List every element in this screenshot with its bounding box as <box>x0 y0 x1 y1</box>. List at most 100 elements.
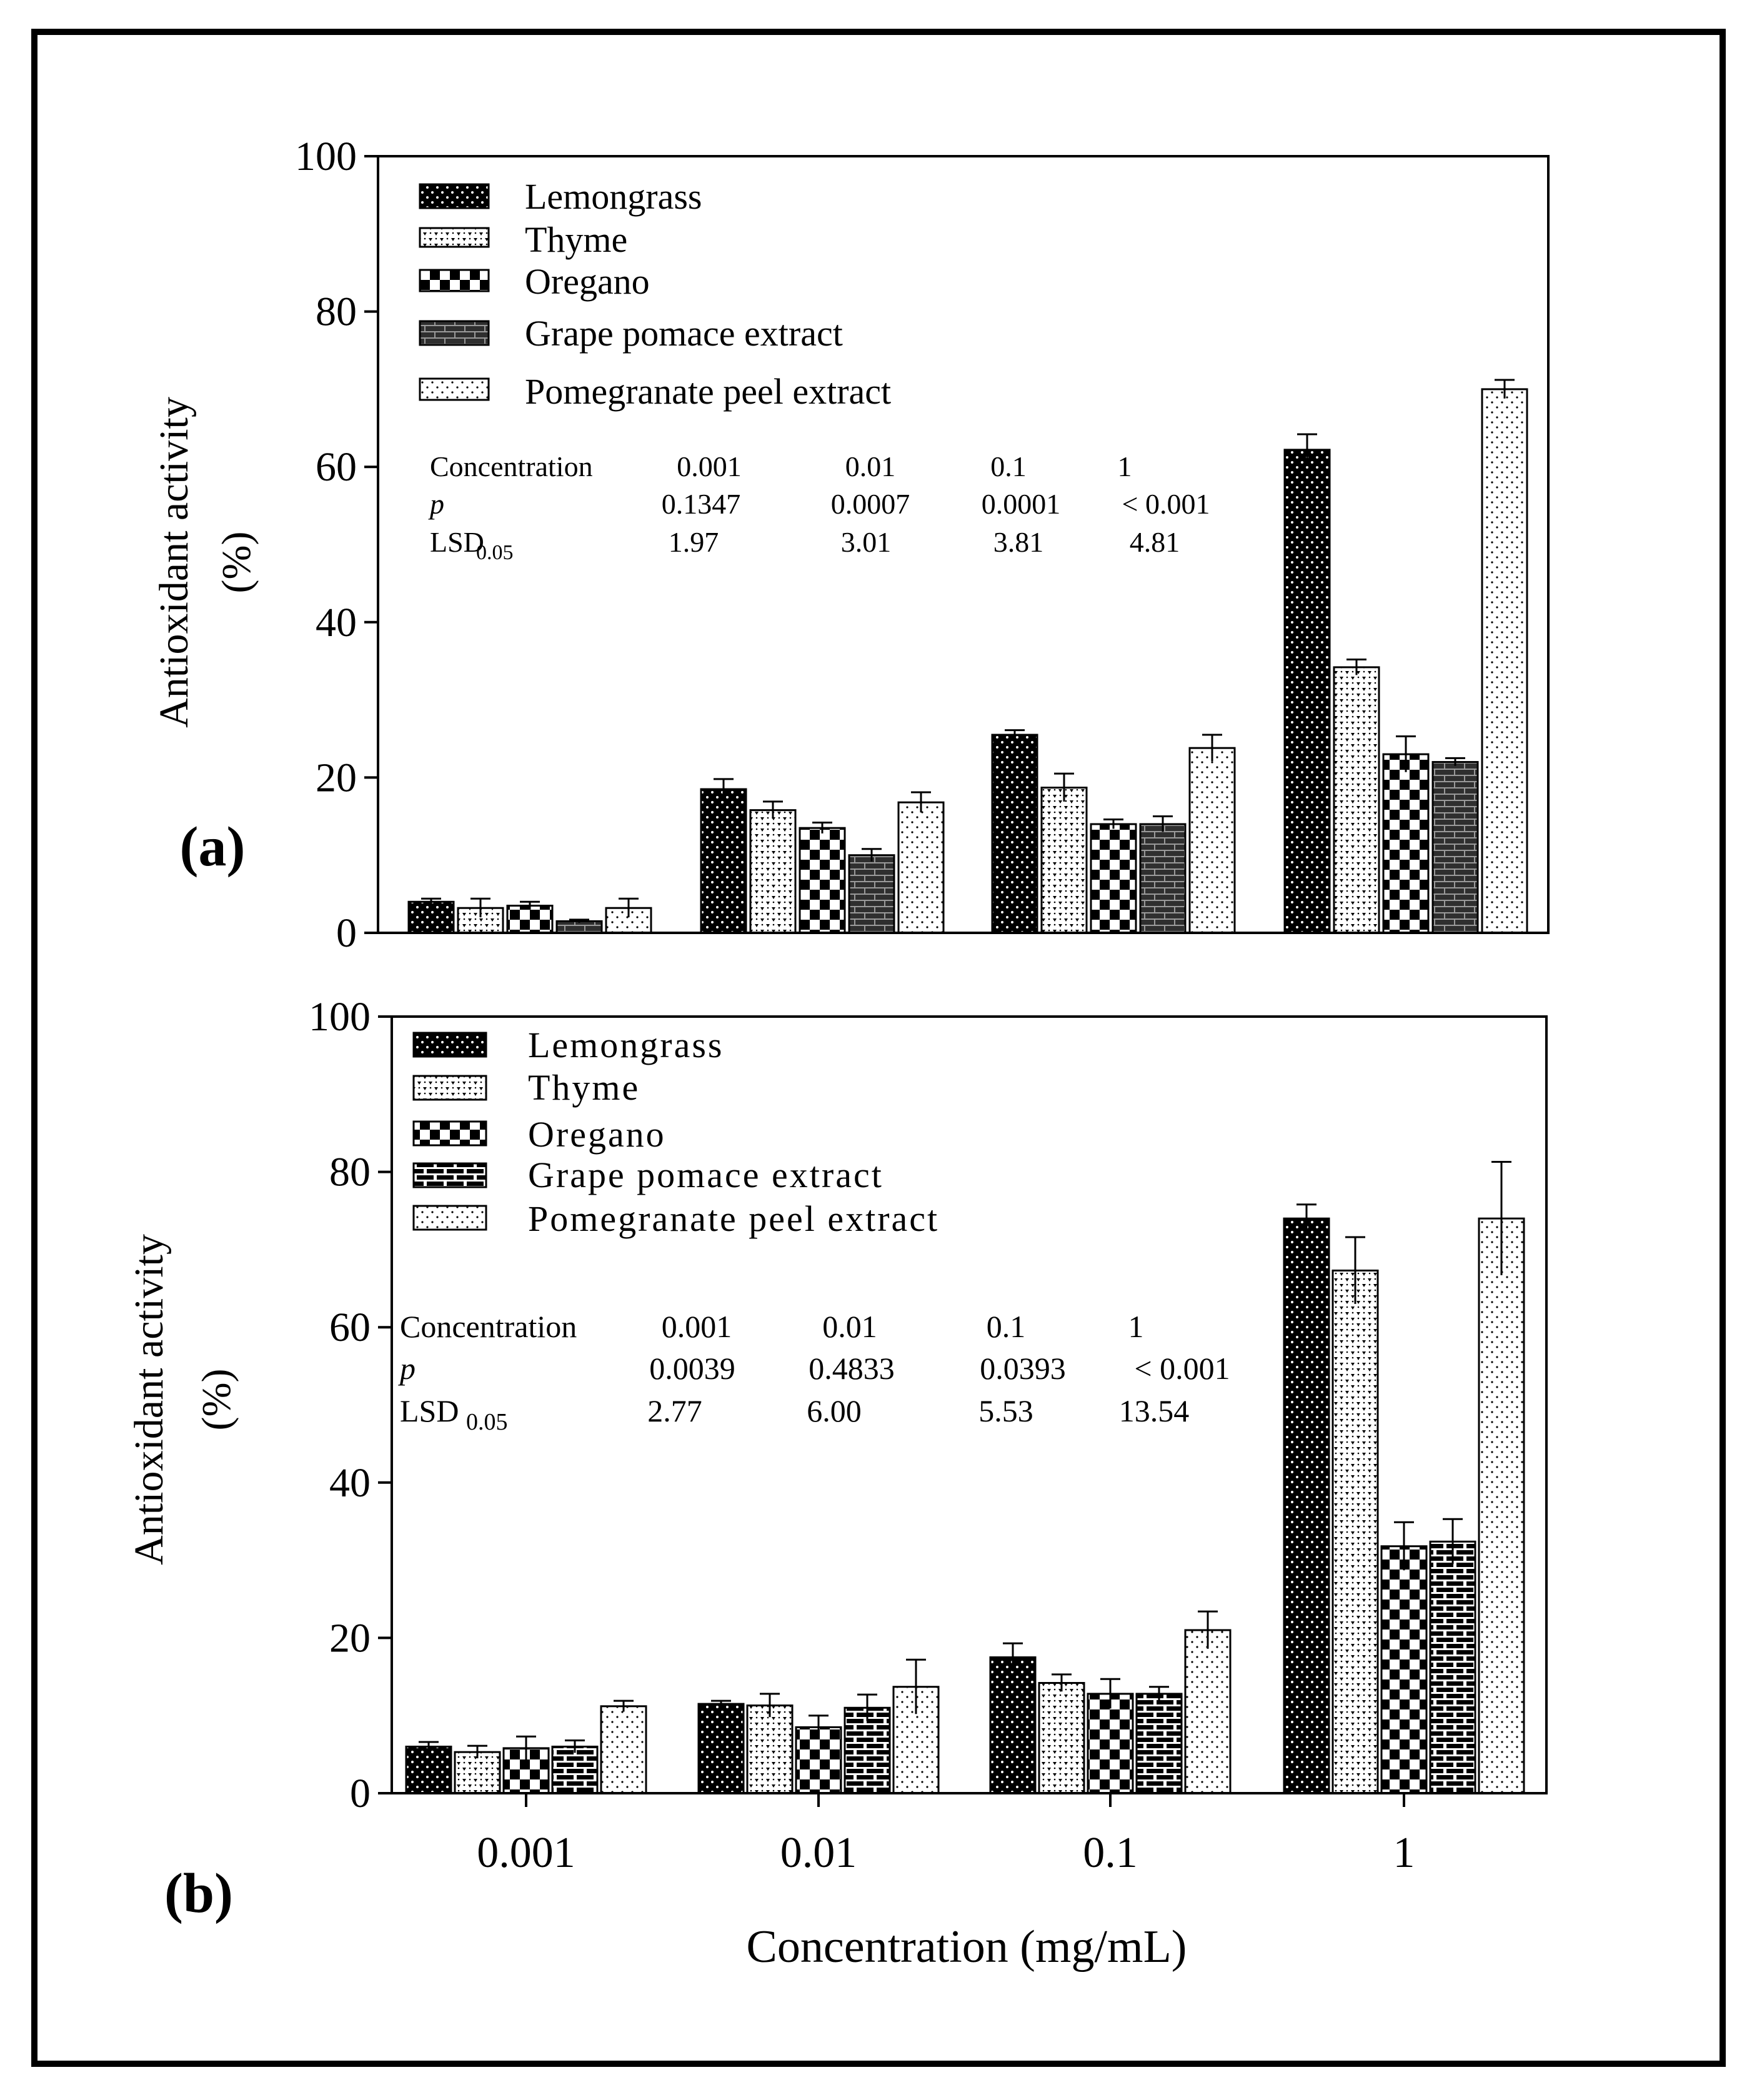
legend-item-grape-pomace: Grape pomace extract <box>412 1155 883 1195</box>
legend-swatch-lemongrass <box>412 1032 487 1058</box>
panel-a: Antioxidant activity (%) (a) Lemongrass … <box>151 134 1550 956</box>
y-axis-label: Antioxidant activity <box>126 1234 172 1565</box>
y-tick-label: 0 <box>336 910 357 956</box>
y-tick-label: 40 <box>316 600 357 645</box>
stats-lsd-value: 1.97 <box>669 526 719 558</box>
legend-label-pomegranate: Pomegranate peel extract <box>525 371 891 412</box>
bar-thyme-0.01 <box>746 1704 794 1794</box>
stats-lsd-value: 13.54 <box>1119 1393 1190 1428</box>
bar-lemongrass-1 <box>1283 449 1331 934</box>
bar-grape-pomace-extract-0.1 <box>1139 823 1187 934</box>
legend-item-lemongrass: Lemongrass <box>412 1025 724 1065</box>
bar-oregano-0.1 <box>1087 1693 1134 1794</box>
bar-lemongrass-0.001 <box>407 900 455 934</box>
x-tick-label: 0.1 <box>1083 1829 1138 1877</box>
stats-p-value: < 0.001 <box>1134 1351 1230 1386</box>
y-tick-label: 20 <box>316 755 357 800</box>
x-tick-label: 0.001 <box>477 1829 575 1877</box>
stats-header-value: 0.01 <box>845 450 896 482</box>
y-tick-label: 60 <box>329 1305 371 1350</box>
panel-b: Antioxidant activity (%) (b) Lemongrass … <box>126 994 1548 1973</box>
legend-swatch-thyme <box>419 227 490 248</box>
stats-header-value: 0.1 <box>990 450 1027 482</box>
legend-item-thyme: Thyme <box>412 1067 640 1108</box>
legend-swatch-grape-pomace <box>419 320 490 346</box>
stats-table: Concentration 0.001 0.01 0.1 1 p 0.0039 … <box>398 1309 1230 1435</box>
legend-item-oregano: Oregano <box>419 261 650 302</box>
panel-label: (b) <box>164 1863 233 1924</box>
legend-swatch-pomegranate <box>419 377 490 401</box>
bar-thyme-1 <box>1333 666 1380 934</box>
stats-header-value: 1 <box>1128 1309 1144 1344</box>
bar-oregano-1 <box>1380 1545 1428 1794</box>
legend-swatch-pomegranate <box>412 1205 487 1231</box>
y-axis-label-unit: (%) <box>214 532 259 594</box>
stats-p-value: 0.0007 <box>831 488 910 520</box>
stats-p-value: 0.1347 <box>662 488 741 520</box>
y-tick-label: 100 <box>295 134 357 179</box>
legend-label-thyme: Thyme <box>525 219 627 260</box>
bar-pomegranate-peel-extract-0.001 <box>600 1705 647 1794</box>
bar-pomegranate-peel-extract-0.01 <box>897 801 945 934</box>
y-tick-label: 20 <box>329 1615 371 1661</box>
plot-frame <box>391 1015 1548 1794</box>
stats-p-value: 0.0039 <box>649 1351 735 1386</box>
bar-lemongrass-0.1 <box>991 734 1038 934</box>
figure-frame <box>31 29 1726 2067</box>
bar-oregano-0.1 <box>1090 823 1137 934</box>
bar-lemongrass-0.01 <box>700 788 747 934</box>
bar-grape-pomace-extract-0.001 <box>555 920 603 934</box>
legend-label-oregano: Oregano <box>528 1114 666 1155</box>
legend-label-lemongrass: Lemongrass <box>528 1025 724 1065</box>
stats-p-value: 0.4833 <box>809 1351 895 1386</box>
legend-label-grape-pomace: Grape pomace extract <box>528 1155 883 1195</box>
y-tick-label: 40 <box>329 1460 371 1506</box>
y-tick-label: 80 <box>329 1150 371 1195</box>
bar-lemongrass-0.1 <box>989 1656 1037 1794</box>
bar-pomegranate-peel-extract-0.1 <box>1184 1629 1232 1794</box>
stats-lsd-value: 5.53 <box>978 1393 1033 1428</box>
legend-swatch-lemongrass <box>419 183 490 209</box>
stats-lsd-value: 6.00 <box>807 1393 862 1428</box>
legend-item-lemongrass: Lemongrass <box>419 176 702 217</box>
panel-label: (a) <box>180 816 246 878</box>
legend-label-oregano: Oregano <box>525 261 650 302</box>
legend-item-pomegranate: Pomegranate peel extract <box>419 371 891 412</box>
y-axis-label: Antioxidant activity <box>151 397 197 728</box>
legend-item-thyme: Thyme <box>419 219 627 260</box>
legend-label-pomegranate: Pomegranate peel extract <box>528 1198 939 1239</box>
x-axis-label: Concentration (mg/mL) <box>747 1921 1187 1973</box>
legend-label-thyme: Thyme <box>528 1067 640 1108</box>
legend-swatch-grape-pomace <box>412 1162 487 1188</box>
stats-header-value: 0.1 <box>987 1309 1026 1344</box>
stats-lsd-value: 3.01 <box>841 526 892 558</box>
stats-p-value: 0.0001 <box>982 488 1061 520</box>
bar-lemongrass-0.001 <box>405 1745 452 1794</box>
legend-item-oregano: Oregano <box>412 1114 666 1155</box>
legend-label-lemongrass: Lemongrass <box>525 176 702 217</box>
stats-lsd-label: LSD <box>430 526 484 558</box>
bar-lemongrass-1 <box>1283 1217 1330 1794</box>
stats-lsd-value: 3.81 <box>993 526 1044 558</box>
stats-header-label: Concentration <box>430 450 593 482</box>
bar-pomegranate-peel-extract-0.1 <box>1188 747 1236 934</box>
legend: Lemongrass Thyme Oregano Grape pomace ex… <box>419 176 891 412</box>
stats-p-value: < 0.001 <box>1122 488 1210 520</box>
stats-p-label: p <box>428 488 444 520</box>
stats-lsd-label: LSD <box>400 1393 459 1428</box>
bar-thyme-1 <box>1331 1269 1379 1794</box>
legend: Lemongrass Thyme Oregano Grape pomace ex… <box>412 1025 939 1239</box>
stats-header-value: 0.001 <box>662 1309 732 1344</box>
y-tick-label: 80 <box>316 289 357 335</box>
bar-lemongrass-0.01 <box>697 1703 745 1794</box>
bar-pomegranate-peel-extract-1 <box>1478 1217 1525 1794</box>
bar-grape-pomace-extract-1 <box>1429 1540 1476 1794</box>
stats-header-value: 0.01 <box>822 1309 877 1344</box>
y-tick-label: 100 <box>309 994 371 1040</box>
bar-thyme-0.1 <box>1038 1681 1085 1794</box>
bar-oregano-1 <box>1382 753 1430 934</box>
bar-oregano-0.001 <box>506 904 554 934</box>
x-tick-label: 1 <box>1393 1829 1415 1877</box>
bar-grape-pomace-extract-0.001 <box>551 1745 599 1794</box>
